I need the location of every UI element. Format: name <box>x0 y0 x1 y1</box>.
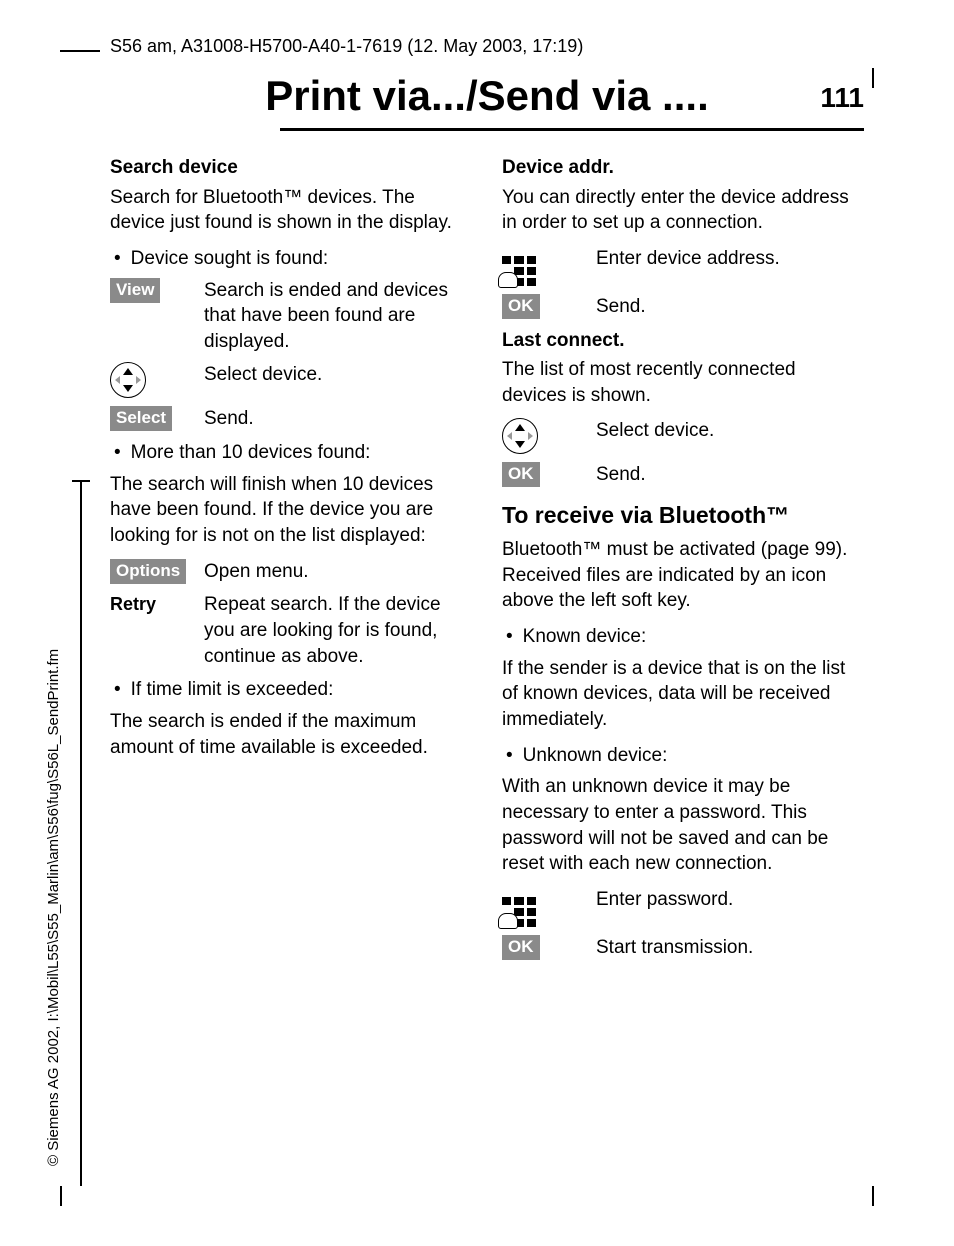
keypad-icon <box>502 246 584 286</box>
paragraph: If the sender is a device that is on the… <box>502 656 864 733</box>
softkey-label: OK <box>502 935 540 960</box>
crop-mark <box>872 1186 874 1206</box>
softkey-ok: OK <box>502 462 584 487</box>
row-text: Select device. <box>596 418 864 444</box>
row-text: Start transmission. <box>596 935 864 961</box>
paragraph: You can directly enter the device addres… <box>502 185 864 236</box>
softkey-ok: OK <box>502 294 584 319</box>
row-text: Enter password. <box>596 887 864 913</box>
nav-key-icon <box>502 418 584 454</box>
row-text: Send. <box>204 406 472 432</box>
crop-mark <box>60 1186 62 1206</box>
paragraph: Bluetooth™ must be activated (page 99). … <box>502 537 864 614</box>
softkey-label: OK <box>502 462 540 487</box>
paragraph: The search will finish when 10 devices h… <box>110 472 472 549</box>
nav-key-icon <box>110 362 192 398</box>
bullet-item: If time limit is exceeded: <box>110 677 472 703</box>
row-text: Search is ended and devices that have be… <box>204 278 472 355</box>
bullet-item: More than 10 devices found: <box>110 440 472 466</box>
paragraph: The search is ended if the maximum amoun… <box>110 709 472 760</box>
left-column: Search device Search for Bluetooth™ devi… <box>110 153 472 969</box>
row-text: Select device. <box>204 362 472 388</box>
softkey-label: OK <box>502 294 540 319</box>
keypad-icon <box>502 887 584 927</box>
softkey-ok: OK <box>502 935 584 960</box>
bullet-text: If time limit is exceeded: <box>131 677 334 703</box>
heading-device-addr: Device addr. <box>502 155 864 181</box>
row-text: Enter device address. <box>596 246 864 272</box>
bullet-text: More than 10 devices found: <box>131 440 371 466</box>
paragraph: With an unknown device it may be necessa… <box>502 774 864 877</box>
row-text: Send. <box>596 294 864 320</box>
row-text: Open menu. <box>204 559 472 585</box>
softkey-view: View <box>110 278 192 303</box>
header-line: S56 am, A31008-H5700-A40-1-7619 (12. May… <box>110 36 864 57</box>
retry-label: Retry <box>110 592 192 616</box>
softkey-label: Select <box>110 406 172 431</box>
bullet-text: Device sought is found: <box>131 246 329 272</box>
bullet-item: Device sought is found: <box>110 246 472 272</box>
row-text: Repeat search. If the device you are loo… <box>204 592 472 669</box>
heading-search-device: Search device <box>110 155 472 181</box>
row-text: Send. <box>596 462 864 488</box>
softkey-options: Options <box>110 559 192 584</box>
bullet-text: Unknown device: <box>523 743 668 769</box>
page-title: Print via.../Send via .... <box>110 72 864 120</box>
softkey-select: Select <box>110 406 192 431</box>
softkey-label: Options <box>110 559 186 584</box>
bullet-text: Known device: <box>523 624 647 650</box>
page-number: 111 <box>820 82 864 114</box>
paragraph: The list of most recently connected devi… <box>502 357 864 408</box>
key-text: Retry <box>110 592 156 616</box>
heading-last-connect: Last connect. <box>502 328 864 354</box>
bullet-item: Unknown device: <box>502 743 864 769</box>
bullet-item: Known device: <box>502 624 864 650</box>
right-column: Device addr. You can directly enter the … <box>502 153 864 969</box>
title-underline <box>280 128 864 131</box>
paragraph: Search for Bluetooth™ devices. The devic… <box>110 185 472 236</box>
softkey-label: View <box>110 278 160 303</box>
heading-receive-bluetooth: To receive via Bluetooth™ <box>502 500 864 531</box>
